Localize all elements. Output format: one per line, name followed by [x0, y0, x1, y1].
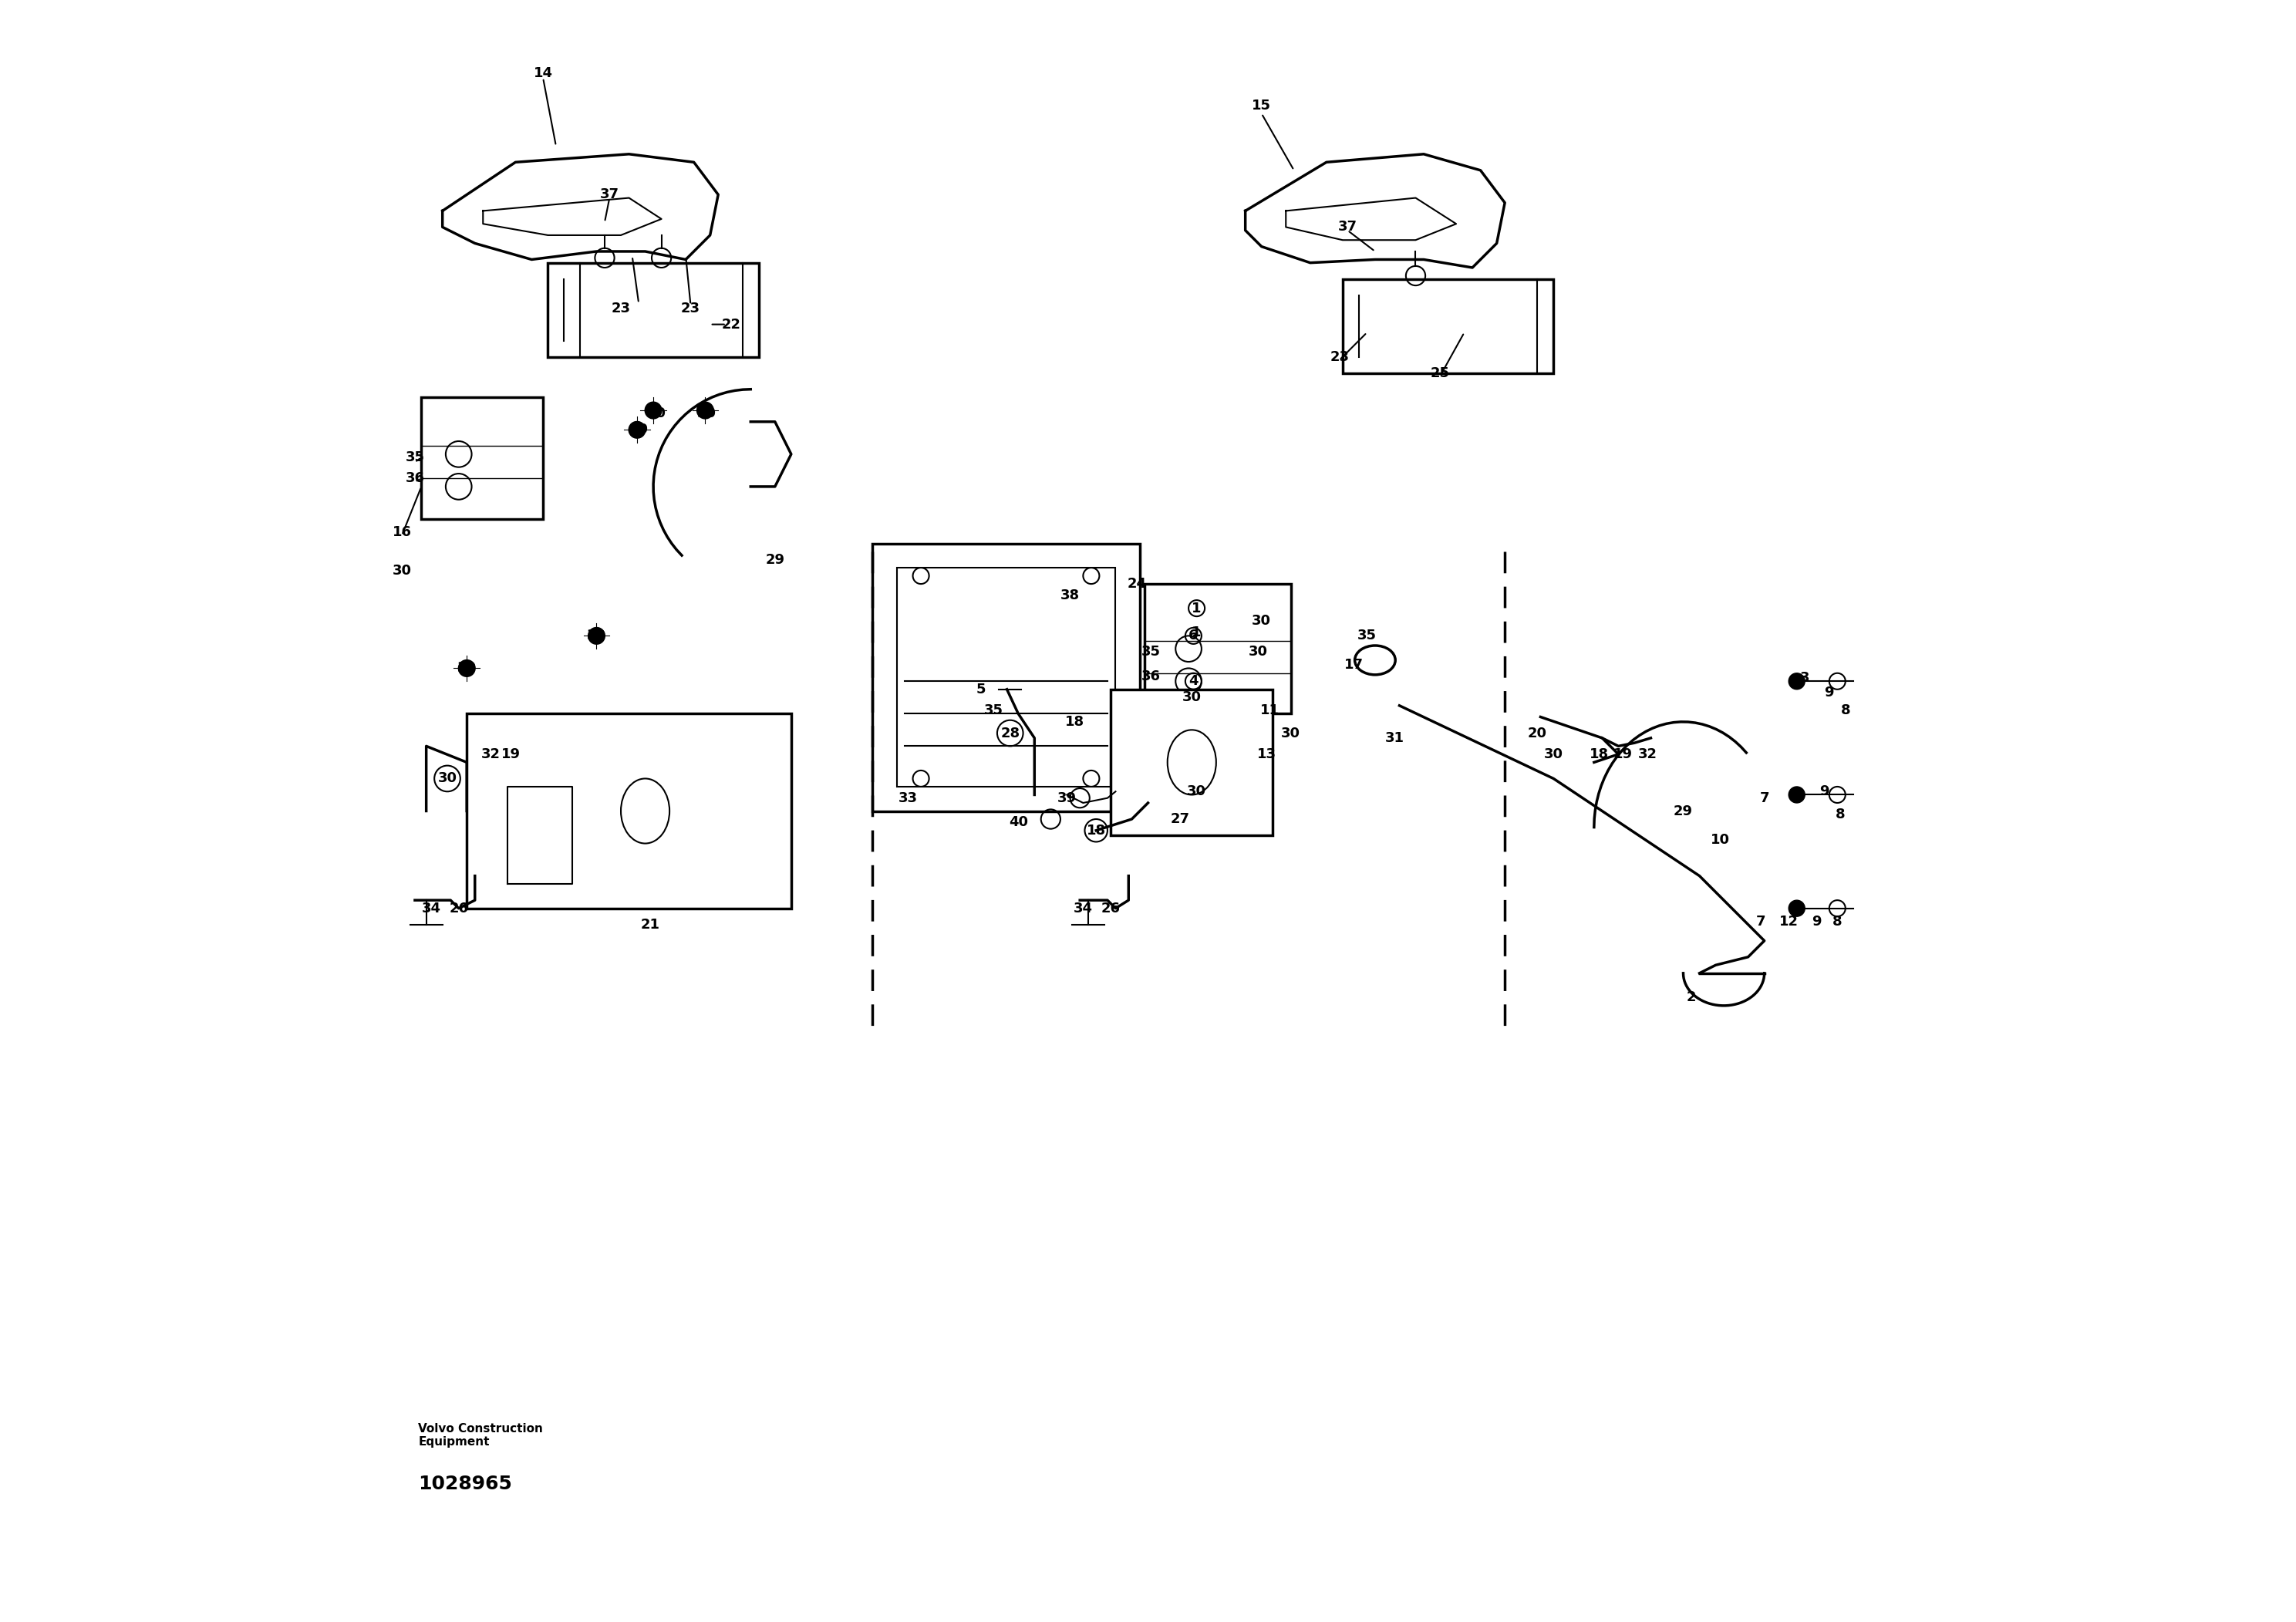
Text: 39: 39 [1056, 792, 1077, 805]
Bar [422, 397, 544, 519]
Text: 23: 23 [1329, 350, 1350, 363]
Text: Volvo Construction
Equipment: Volvo Construction Equipment [418, 1422, 542, 1448]
Text: 7: 7 [1756, 915, 1766, 928]
Text: 8: 8 [1841, 704, 1851, 717]
Circle shape [1789, 673, 1805, 689]
Text: 23: 23 [611, 302, 631, 315]
Text: 27: 27 [1171, 813, 1189, 826]
Text: 9: 9 [1812, 915, 1821, 928]
Text: 7: 7 [1759, 792, 1770, 805]
Text: 28: 28 [1001, 727, 1019, 740]
Text: 24: 24 [1127, 577, 1146, 590]
Circle shape [698, 402, 714, 418]
Text: 35: 35 [1141, 646, 1162, 659]
Text: 4: 4 [1189, 675, 1199, 688]
Text: 30: 30 [1249, 646, 1267, 659]
Text: 35: 35 [985, 704, 1003, 717]
Text: 26: 26 [1102, 902, 1120, 915]
Text: 30: 30 [1281, 727, 1300, 740]
Text: 15: 15 [1251, 99, 1272, 112]
Text: 19: 19 [1614, 748, 1632, 761]
Text: 30: 30 [1187, 785, 1205, 798]
Text: 18: 18 [1065, 715, 1084, 728]
Text: 25: 25 [1430, 367, 1449, 380]
Circle shape [1789, 787, 1805, 803]
Text: 36: 36 [406, 472, 425, 485]
Text: 16: 16 [393, 526, 411, 539]
Text: 9: 9 [1818, 785, 1830, 798]
Bar [549, 263, 758, 357]
Text: 31: 31 [1384, 732, 1405, 744]
Text: 18: 18 [1086, 824, 1107, 837]
Text: 1028965: 1028965 [418, 1474, 512, 1494]
Text: 32: 32 [1637, 748, 1658, 761]
Bar [1111, 689, 1272, 835]
Text: 3: 3 [1800, 672, 1809, 684]
Text: 35: 35 [1357, 629, 1378, 642]
Text: 6: 6 [1189, 629, 1199, 642]
Bar [466, 714, 792, 908]
Text: 30: 30 [393, 564, 411, 577]
Text: 18: 18 [1589, 748, 1609, 761]
Bar [872, 543, 1139, 811]
Circle shape [588, 628, 604, 644]
Text: 35: 35 [406, 451, 425, 464]
Circle shape [459, 660, 475, 676]
Text: 29: 29 [765, 553, 785, 566]
Text: 11: 11 [1261, 704, 1279, 717]
Text: 5: 5 [976, 683, 985, 696]
Text: 30: 30 [1543, 748, 1564, 761]
Text: 1: 1 [1192, 602, 1201, 615]
Text: 37: 37 [1339, 221, 1357, 234]
Circle shape [645, 402, 661, 418]
Text: 40: 40 [1008, 816, 1029, 829]
Text: 8: 8 [1832, 915, 1841, 928]
Text: 29: 29 [1674, 805, 1692, 817]
Text: 19: 19 [501, 748, 521, 761]
Text: 13: 13 [1256, 748, 1277, 761]
Bar [898, 568, 1116, 787]
Text: 30: 30 [439, 772, 457, 785]
Text: 32: 32 [482, 748, 501, 761]
Bar [1343, 279, 1554, 373]
Text: 10: 10 [1711, 834, 1731, 847]
Text: 26: 26 [450, 902, 468, 915]
Bar [1146, 584, 1290, 714]
Text: 17: 17 [1345, 659, 1364, 672]
Text: 30: 30 [457, 662, 478, 675]
Text: 2: 2 [1688, 991, 1697, 1004]
Text: 30: 30 [698, 407, 716, 420]
Text: 37: 37 [599, 188, 620, 201]
Text: 14: 14 [533, 67, 553, 79]
Text: 30: 30 [588, 629, 606, 642]
Text: 23: 23 [682, 302, 700, 315]
Text: 9: 9 [1825, 686, 1835, 699]
Text: 12: 12 [1779, 915, 1798, 928]
Text: 20: 20 [1527, 727, 1548, 740]
Text: 34: 34 [422, 902, 441, 915]
Text: 30: 30 [629, 423, 647, 436]
Text: 34: 34 [1075, 902, 1093, 915]
Text: 30: 30 [647, 407, 666, 420]
Text: 30: 30 [1251, 615, 1272, 628]
Text: 21: 21 [641, 918, 659, 931]
Text: 30: 30 [1182, 691, 1201, 704]
Text: 38: 38 [1061, 589, 1079, 602]
Text: 33: 33 [898, 792, 918, 805]
Text: 1: 1 [1192, 626, 1201, 639]
Circle shape [1789, 900, 1805, 916]
Text: 8: 8 [1837, 808, 1846, 821]
Circle shape [629, 422, 645, 438]
Text: 36: 36 [1141, 670, 1162, 683]
Text: 22: 22 [721, 318, 742, 331]
